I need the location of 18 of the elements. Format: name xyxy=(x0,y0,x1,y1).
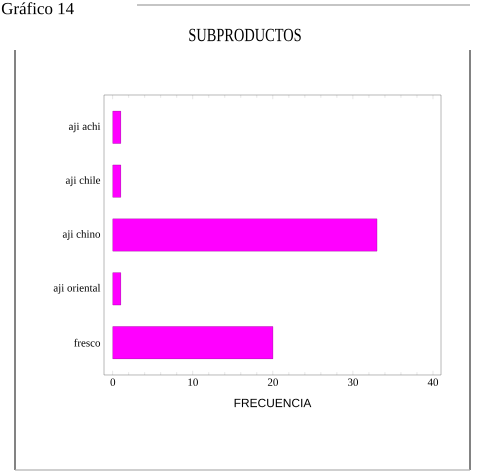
chart-title: SUBPRODUCTOS xyxy=(189,28,301,42)
y-tick-label: aji chino xyxy=(62,230,100,240)
y-tick-label: fresco xyxy=(74,338,100,347)
x-tick-label: 0 xyxy=(110,378,116,386)
text: Gráfico 14 xyxy=(2,2,74,14)
y-tick-label: aji oriental xyxy=(54,284,100,294)
bar xyxy=(112,272,122,306)
bar xyxy=(112,164,122,198)
x-tick-label: 40 xyxy=(428,378,438,386)
x-tick-label: 30 xyxy=(348,378,358,386)
x-axis-title: FRECUENCIA xyxy=(234,398,312,408)
y-tick-label: aji chile xyxy=(66,176,100,186)
x-tick-label: 10 xyxy=(188,378,198,386)
y-tick-label: aji achi xyxy=(68,122,100,132)
bar xyxy=(112,326,274,360)
bar xyxy=(112,110,122,144)
bar xyxy=(112,218,378,252)
x-tick-label: 20 xyxy=(268,378,278,386)
